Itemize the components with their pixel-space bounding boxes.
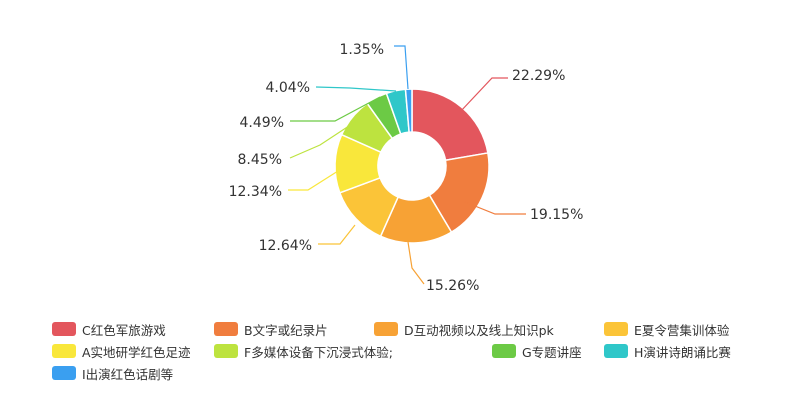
- data-label-8: 4.04%: [266, 80, 310, 96]
- data-label-6: 8.45%: [238, 152, 282, 168]
- legend-swatch: [604, 344, 628, 358]
- legend-label: B文字或纪录片: [244, 322, 328, 338]
- legend-item-9: I出演红色话剧等: [52, 364, 173, 382]
- legend-item-8: H演讲诗朗诵比赛: [604, 342, 731, 360]
- leader-line-2: [464, 201, 526, 215]
- data-label-9: 1.35%: [340, 42, 384, 58]
- data-label-4: 12.64%: [259, 238, 312, 254]
- leader-line-5: [288, 170, 339, 191]
- legend-swatch: [492, 344, 516, 358]
- legend-label: E夏令营集训体验: [634, 322, 730, 338]
- data-label-3: 15.26%: [426, 278, 479, 294]
- slice-1: [411, 88, 489, 162]
- legend-label: H演讲诗朗诵比赛: [634, 344, 731, 360]
- leader-line-8: [315, 86, 397, 92]
- leader-line-6: [289, 119, 359, 159]
- chart-slices: [334, 88, 490, 244]
- leader-line-7: [290, 96, 381, 122]
- legend-swatch: [52, 322, 76, 336]
- data-label-1: 22.29%: [512, 68, 565, 84]
- legend-label: C红色军旅游戏: [82, 322, 166, 338]
- legend-swatch: [604, 322, 628, 336]
- legend-label: G专题讲座: [522, 344, 582, 360]
- legend-item-3: D互动视频以及线上知识pk: [374, 320, 554, 338]
- leader-line-1: [459, 77, 508, 113]
- leader-line-9: [394, 45, 409, 90]
- legend-item-2: B文字或纪录片: [214, 320, 328, 338]
- legend-swatch: [214, 344, 238, 358]
- data-label-5: 12.34%: [229, 184, 282, 200]
- legend-swatch: [374, 322, 398, 336]
- legend-swatch: [214, 322, 238, 336]
- data-label-7: 4.49%: [240, 115, 284, 131]
- legend-label: I出演红色话剧等: [82, 366, 174, 382]
- chart-data-labels: 22.29% 19.15% 15.26% 12.64% 12.34% 8.45% 4.49%…: [229, 42, 584, 294]
- chart-leader-lines: [288, 45, 526, 285]
- slice-9: [404, 88, 413, 133]
- legend-label: A实地研学红色足迹: [82, 344, 191, 360]
- legend-item-4: E夏令营集训体验: [604, 320, 729, 338]
- data-label-2: 19.15%: [530, 207, 583, 223]
- legend-item-1: C红色军旅游戏: [52, 320, 166, 338]
- legend-item-5: A实地研学红色足迹: [52, 342, 191, 360]
- legend-swatch: [52, 344, 76, 358]
- legend-label: D互动视频以及线上知识pk: [404, 322, 554, 338]
- leader-line-4: [318, 224, 356, 245]
- legend-swatch: [52, 366, 76, 380]
- legend-item-6: F多媒体设备下沉浸式体验;: [214, 342, 393, 360]
- legend-label: F多媒体设备下沉浸式体验;: [244, 344, 393, 360]
- legend-item-7: G专题讲座: [492, 342, 582, 360]
- leader-line-3: [407, 241, 425, 285]
